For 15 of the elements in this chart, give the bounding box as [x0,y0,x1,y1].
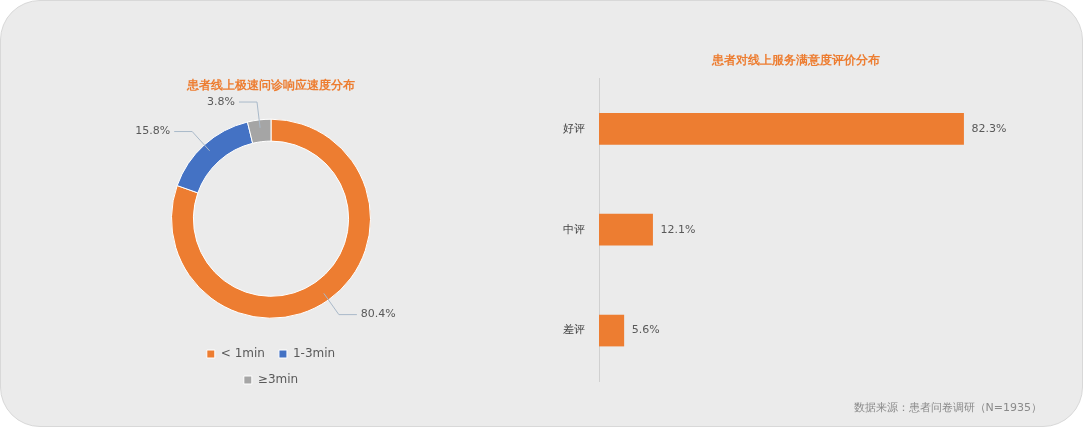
chart-title: 患者对线上服务满意度评价分布 [710,53,880,68]
legend-label: < 1min [220,346,265,361]
y-tick-label: 中评 [563,222,585,236]
chart-title: 患者线上极速问诊响应速度分布 [186,78,355,93]
data-label: 3.8% [207,94,236,108]
data-label: 15.8% [135,124,171,138]
y-tick-label: 差评 [563,323,585,337]
source-note: 数据来源：患者问卷调研（N=1935） [853,401,1042,415]
data-label: 5.6% [631,323,660,337]
data-label: 80.4% [360,307,396,321]
legend-label: 1-3min [292,346,336,361]
y-tick-label: 好评 [563,121,585,135]
data-label: 12.1% [660,222,696,236]
data-label: 82.3% [971,121,1007,135]
legend-label: ≥3min [257,372,299,387]
